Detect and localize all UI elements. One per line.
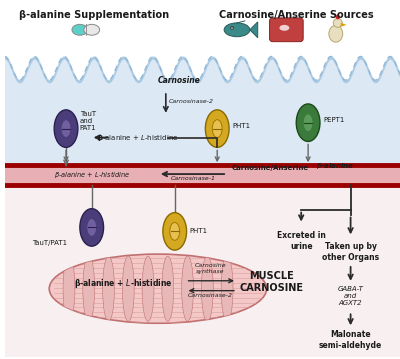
Ellipse shape	[63, 256, 75, 321]
Ellipse shape	[84, 24, 100, 35]
Ellipse shape	[333, 18, 342, 27]
Bar	[5, 165, 400, 185]
Ellipse shape	[163, 213, 186, 250]
Text: Excreted in
urine: Excreted in urine	[277, 231, 326, 251]
Bar	[5, 185, 400, 357]
Text: PHT1: PHT1	[190, 228, 208, 234]
Text: Carnosinase-2: Carnosinase-2	[188, 293, 233, 298]
Ellipse shape	[280, 25, 289, 31]
Text: TauT
and
PAT1: TauT and PAT1	[80, 111, 96, 131]
Text: $β$-alanine: $β$-alanine	[316, 161, 354, 171]
Ellipse shape	[61, 120, 71, 137]
Text: MUSCLE
CARNOSINE: MUSCLE CARNOSINE	[240, 271, 304, 293]
Ellipse shape	[205, 110, 229, 148]
Ellipse shape	[221, 256, 233, 321]
Ellipse shape	[87, 219, 97, 236]
Ellipse shape	[303, 114, 313, 132]
Text: GABA-T
and
AGXT2: GABA-T and AGXT2	[338, 286, 364, 306]
Polygon shape	[341, 23, 347, 27]
Ellipse shape	[336, 14, 340, 19]
Text: Carnosinase-1: Carnosinase-1	[171, 176, 216, 181]
Ellipse shape	[83, 256, 95, 321]
Text: $\bfβ$-alanine + $\bf\it{L}$-histidine: $\bfβ$-alanine + $\bf\it{L}$-histidine	[97, 132, 178, 143]
Text: PHT1: PHT1	[232, 123, 250, 129]
Ellipse shape	[231, 27, 233, 29]
Ellipse shape	[170, 223, 180, 240]
Text: PEPT1: PEPT1	[323, 117, 344, 123]
Text: $β$-alanine + $\it{L}$-histidine: $β$-alanine + $\it{L}$-histidine	[54, 169, 131, 180]
Ellipse shape	[230, 26, 234, 29]
Text: Taken up by
other Organs: Taken up by other Organs	[322, 242, 379, 262]
Bar	[5, 55, 400, 165]
Text: Carnosine
synthase: Carnosine synthase	[194, 263, 226, 274]
Ellipse shape	[201, 256, 213, 321]
Text: TauT/PAT1: TauT/PAT1	[32, 240, 67, 246]
Ellipse shape	[182, 256, 194, 321]
Ellipse shape	[80, 209, 104, 246]
Ellipse shape	[162, 256, 174, 321]
Ellipse shape	[329, 25, 343, 42]
Text: Carnosinase-2: Carnosinase-2	[169, 99, 214, 104]
Ellipse shape	[72, 24, 88, 35]
Text: Carnosine: Carnosine	[158, 76, 201, 85]
Text: Carnosine/Anserine Sources: Carnosine/Anserine Sources	[219, 10, 374, 20]
Ellipse shape	[142, 256, 154, 321]
Text: $\bfβ$-alanine + $\bf\it{L}$-histidine: $\bfβ$-alanine + $\bf\it{L}$-histidine	[74, 277, 172, 290]
FancyBboxPatch shape	[270, 18, 303, 42]
Ellipse shape	[102, 256, 114, 321]
Text: Carnosine/Anserine: Carnosine/Anserine	[232, 165, 309, 171]
Ellipse shape	[212, 120, 222, 137]
Polygon shape	[250, 22, 258, 38]
Text: Malonate
semi-aldehyde: Malonate semi-aldehyde	[319, 330, 382, 350]
Ellipse shape	[296, 104, 320, 141]
Ellipse shape	[122, 256, 134, 321]
Ellipse shape	[224, 23, 250, 37]
Text: β-alanine Supplementation: β-alanine Supplementation	[19, 10, 169, 20]
Ellipse shape	[54, 110, 78, 148]
Ellipse shape	[49, 254, 267, 323]
